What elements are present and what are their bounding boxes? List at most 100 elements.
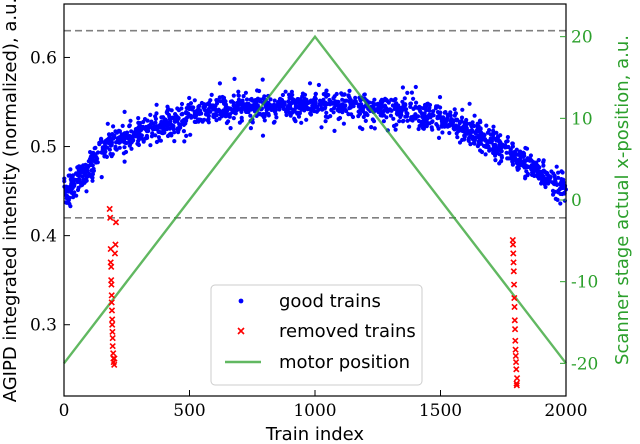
- good-train-point: [77, 171, 82, 176]
- good-train-point: [381, 119, 386, 124]
- removed-train-point: [111, 361, 118, 368]
- good-train-point: [347, 106, 352, 111]
- good-train-point: [555, 182, 560, 187]
- good-train-point: [420, 113, 425, 118]
- good-train-point: [297, 106, 302, 111]
- good-train-point: [467, 135, 472, 140]
- good-train-point: [485, 130, 490, 135]
- y2-axis-title: Scanner stage actual x-position, a.u.: [612, 35, 633, 365]
- good-train-point: [555, 197, 560, 202]
- removed-train-point: [112, 219, 120, 226]
- removed-train-point: [108, 281, 115, 288]
- removed-train-point: [512, 352, 519, 360]
- good-train-point: [416, 126, 421, 132]
- good-train-point: [83, 173, 89, 179]
- good-train-point: [376, 110, 381, 115]
- good-train-point: [323, 100, 328, 105]
- good-train-point: [253, 98, 258, 103]
- good-train-point: [90, 172, 95, 177]
- good-train-point: [120, 123, 125, 128]
- good-train-point: [405, 118, 410, 123]
- good-train-point: [297, 98, 302, 103]
- good-train-point: [210, 106, 215, 111]
- good-train-point: [523, 176, 528, 181]
- good-train-point: [272, 105, 277, 110]
- good-train-point: [277, 107, 282, 112]
- good-train-point: [433, 106, 438, 111]
- good-train-point: [427, 108, 432, 113]
- y2-tick-label: 20: [571, 28, 593, 48]
- good-train-point: [68, 167, 73, 172]
- good-train-point: [241, 94, 246, 99]
- good-train-point: [240, 98, 245, 103]
- good-train-point: [401, 103, 406, 108]
- good-train-point: [349, 100, 354, 105]
- good-train-point: [318, 102, 323, 107]
- good-train-point: [447, 130, 452, 136]
- good-train-point: [183, 121, 188, 126]
- good-train-point: [391, 116, 396, 121]
- good-train-point: [302, 105, 307, 110]
- good-train-point: [531, 160, 536, 165]
- good-train-point: [162, 120, 167, 125]
- good-train-point: [528, 153, 534, 158]
- good-train-point: [466, 138, 471, 143]
- good-train-point: [372, 102, 377, 107]
- good-train-point: [556, 170, 561, 175]
- good-train-point: [250, 120, 255, 125]
- removed-train-point: [513, 375, 521, 382]
- good-train-point: [505, 139, 510, 144]
- good-train-point: [137, 132, 142, 137]
- good-train-point: [316, 82, 321, 88]
- removed-train-point: [108, 292, 115, 299]
- good-train-point: [149, 134, 154, 139]
- good-train-point: [459, 119, 464, 124]
- removed-trains-series: [106, 205, 521, 389]
- good-train-point: [129, 129, 134, 134]
- good-train-point: [472, 113, 477, 118]
- good-train-point: [76, 166, 81, 171]
- good-train-point: [434, 122, 439, 127]
- good-train-point: [436, 135, 442, 140]
- legend-marker-good: [238, 298, 244, 304]
- good-train-point: [492, 147, 497, 152]
- good-train-point: [452, 113, 457, 118]
- removed-train-point: [110, 350, 117, 357]
- good-train-point: [550, 188, 556, 193]
- good-train-point: [74, 171, 79, 176]
- removed-train-point: [511, 317, 518, 324]
- good-train-point: [421, 126, 426, 131]
- good-train-point: [475, 144, 480, 149]
- good-train-point: [372, 126, 377, 131]
- good-train-point: [497, 144, 502, 149]
- good-train-point: [397, 119, 402, 124]
- good-train-point: [99, 175, 104, 180]
- good-train-point: [545, 178, 550, 183]
- good-train-point: [141, 139, 146, 144]
- good-train-point: [184, 133, 189, 138]
- good-train-point: [380, 113, 385, 118]
- good-train-point: [290, 92, 295, 97]
- good-train-point: [285, 108, 290, 114]
- good-train-point: [172, 139, 177, 144]
- good-train-point: [421, 106, 426, 111]
- good-train-point: [347, 88, 352, 93]
- good-train-point: [286, 92, 292, 97]
- good-train-point: [463, 124, 469, 129]
- good-train-point: [493, 158, 498, 163]
- good-train-point: [332, 128, 337, 133]
- good-train-point: [472, 141, 477, 146]
- good-train-point: [497, 138, 502, 144]
- good-train-point: [379, 97, 384, 102]
- good-train-point: [280, 92, 285, 98]
- good-train-point: [122, 109, 127, 114]
- good-train-point: [394, 122, 399, 127]
- y-tick-label: 0.5: [30, 138, 57, 158]
- good-train-point: [136, 142, 141, 148]
- good-train-point: [97, 142, 102, 147]
- good-train-point: [219, 114, 225, 119]
- good-train-point: [260, 133, 266, 138]
- good-train-point: [497, 147, 502, 153]
- good-train-point: [67, 189, 72, 194]
- good-train-point: [459, 115, 465, 120]
